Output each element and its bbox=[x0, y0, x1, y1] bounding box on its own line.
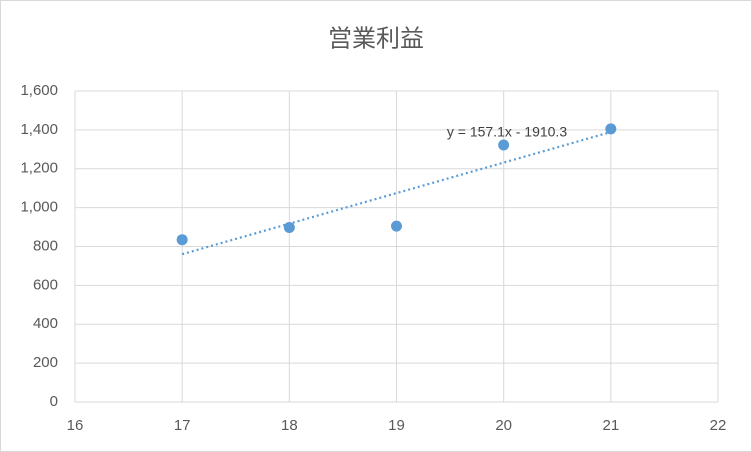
x-tick-label: 22 bbox=[710, 417, 727, 434]
point bbox=[498, 139, 510, 151]
y-tick-label: 200 bbox=[33, 354, 58, 371]
point bbox=[605, 123, 617, 135]
chart-title: 営業利益 bbox=[328, 25, 424, 52]
y-tick-label: 600 bbox=[33, 276, 58, 293]
y-tick-label: 0 bbox=[50, 393, 58, 410]
x-tick-label: 17 bbox=[174, 417, 191, 434]
point bbox=[176, 234, 188, 246]
trendline bbox=[181, 130, 612, 256]
x-tick-label: 16 bbox=[67, 417, 84, 434]
y-tick-label: 1,000 bbox=[20, 199, 58, 216]
x-tick-label: 21 bbox=[602, 417, 619, 434]
trendline-label: y = 157.1x - 1910.3 bbox=[447, 123, 567, 139]
y-tick-label: 1,400 bbox=[20, 121, 58, 138]
x-tick-label: 20 bbox=[495, 417, 512, 434]
point bbox=[283, 221, 295, 233]
y-tick-label: 400 bbox=[33, 315, 58, 332]
x-tick-label: 19 bbox=[388, 417, 405, 434]
point bbox=[391, 220, 402, 232]
x-tick-label: 18 bbox=[281, 417, 298, 434]
y-tick-label: 1,200 bbox=[20, 160, 58, 177]
y-tick-label: 800 bbox=[33, 237, 58, 254]
y-tick-label: 1,600 bbox=[20, 82, 58, 99]
